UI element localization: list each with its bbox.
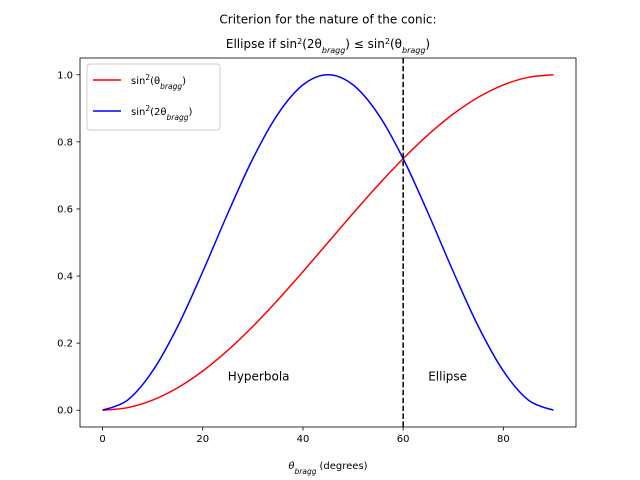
x-tick-label-2: 40 <box>297 434 310 445</box>
legend: sin2(θbragg) sin2(2θbragg) <box>86 63 221 131</box>
series-line-0 <box>102 74 554 411</box>
axes-frame <box>79 57 577 428</box>
legend-box <box>86 63 221 131</box>
series-line-1 <box>102 74 554 411</box>
y-tick-label-2: 0.4 <box>57 272 73 283</box>
x-axis-label: θbragg (degrees) <box>288 461 367 476</box>
legend-entry-series-1: sin2(2θbragg) <box>131 104 192 122</box>
y-tick-label-3: 0.6 <box>57 204 73 215</box>
annotation-ellipse: Ellipse <box>428 370 467 384</box>
annotation-hyperbola: Hyperbola <box>228 370 290 384</box>
chart-title-line2: Ellipse if sin2(2θbragg) ≤ sin2(θbragg) <box>226 37 430 55</box>
y-tick-label-0: 0.0 <box>57 406 73 417</box>
x-tick-label-3: 60 <box>397 434 410 445</box>
chart-title-line1: Criterion for the nature of the conic: <box>219 13 436 27</box>
chart-title: Criterion for the nature of the conic: E… <box>219 13 436 55</box>
x-tick-label-1: 20 <box>196 434 209 445</box>
legend-entry-series-0: sin2(θbragg) <box>131 73 186 91</box>
x-tick-label-4: 80 <box>497 434 510 445</box>
y-tick-label-5: 1.0 <box>57 70 73 81</box>
plot-area: Hyperbola Ellipse 0 20 40 60 80 0.0 0.2 0.4 0.6 0.8… <box>57 57 577 445</box>
y-tick-label-4: 0.8 <box>57 137 73 148</box>
y-tick-label-1: 0.2 <box>57 339 73 350</box>
x-tick-label-0: 0 <box>99 434 105 445</box>
